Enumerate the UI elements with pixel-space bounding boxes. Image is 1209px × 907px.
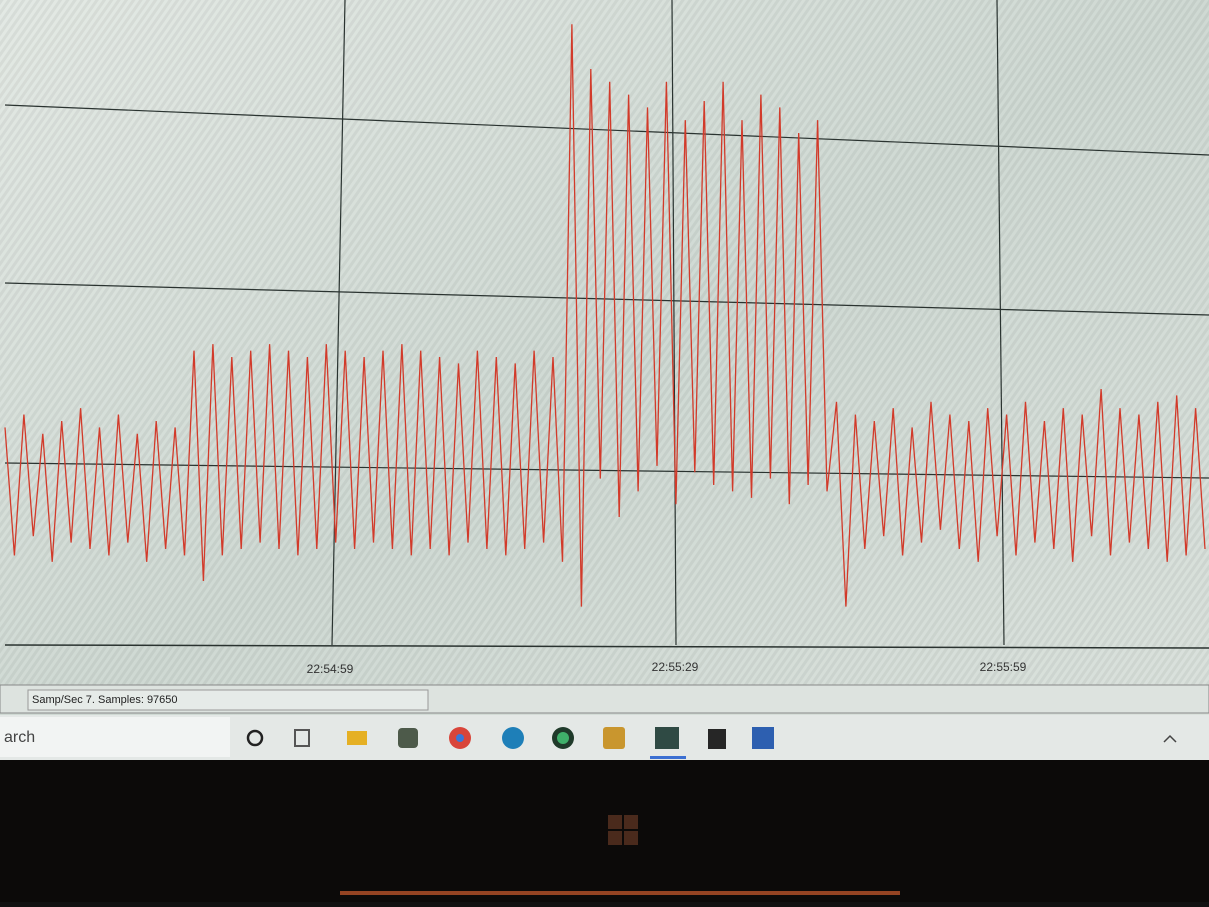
app-icon-center	[557, 732, 569, 744]
grid-line	[4, 104, 1209, 156]
grid-line	[331, 0, 346, 646]
x-tick-label: 22:55:59	[980, 660, 1027, 674]
word-icon[interactable]	[752, 727, 774, 749]
waveform	[4, 24, 1206, 607]
search-box[interactable]	[0, 717, 230, 757]
status-text: Samp/Sec 7. Samples: 97650	[32, 694, 178, 706]
search-text: arch	[4, 729, 35, 746]
moire	[0, 0, 1209, 685]
x-axis-labels: 22:54:59 22:55:29 22:55:59	[307, 660, 1027, 676]
taskbar-icons	[246, 727, 1177, 759]
task-view-icon[interactable]	[294, 729, 310, 747]
x-tick-label: 22:54:59	[307, 662, 354, 676]
cortana-icon[interactable]	[246, 729, 264, 747]
grid-line	[4, 462, 1209, 479]
bezel-light	[340, 891, 900, 895]
store-icon[interactable]	[708, 729, 726, 749]
app-icon[interactable]	[398, 728, 418, 748]
windows-logo	[608, 815, 638, 845]
grid-line	[996, 0, 1005, 646]
chrome-center	[456, 734, 464, 742]
grid-line	[671, 0, 677, 646]
tray-arrow[interactable]	[1163, 734, 1177, 743]
x-axis	[4, 644, 1209, 649]
x-tick-label: 22:55:29	[652, 660, 699, 674]
active-indicator	[650, 756, 686, 759]
bezel	[0, 760, 1209, 902]
grid-line	[4, 282, 1209, 316]
edge-icon[interactable]	[502, 727, 524, 749]
app-icon[interactable]	[603, 727, 625, 749]
chart-app-icon[interactable]	[655, 727, 679, 749]
explorer-icon[interactable]	[347, 731, 367, 745]
status-field	[27, 689, 429, 711]
grid	[4, 0, 1209, 649]
